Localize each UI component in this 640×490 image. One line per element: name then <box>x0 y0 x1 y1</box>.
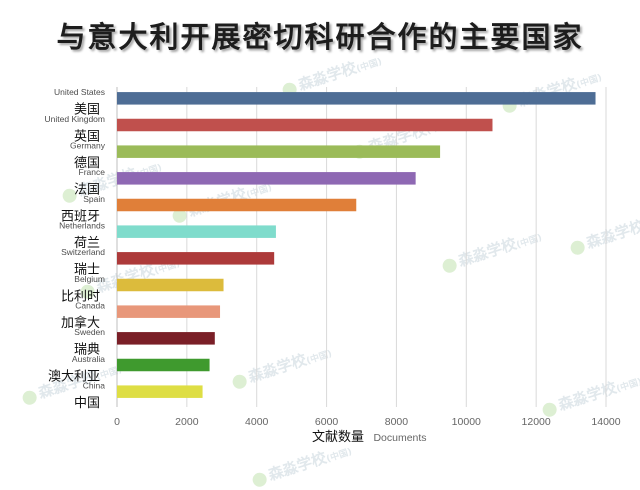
y-category-label: Germany <box>70 140 106 150</box>
y-category-label-cn: 瑞典 <box>74 343 100 358</box>
y-category-label-cn: 荷兰 <box>74 236 100 251</box>
x-tick-label: 10000 <box>452 416 481 428</box>
y-category-label-cn: 西班牙 <box>61 209 100 224</box>
y-category-label-cn: 瑞士 <box>74 263 100 278</box>
y-category-label: Belgium <box>74 274 105 284</box>
bar <box>117 145 441 158</box>
bar <box>117 118 493 132</box>
x-tick-label: 4000 <box>245 416 269 428</box>
y-category-label-cn: 德国 <box>74 156 100 171</box>
y-category-label: France <box>79 167 106 177</box>
x-tick-label: 8000 <box>385 416 409 428</box>
y-category-label: Canada <box>75 300 105 310</box>
y-category-label-cn: 英国 <box>74 129 100 144</box>
x-axis-title-cn: 文献数量 <box>312 430 364 445</box>
y-category-label-cn: 比利时 <box>61 289 100 304</box>
x-tick-label: 12000 <box>522 416 551 428</box>
bar <box>117 172 416 185</box>
bar <box>117 252 275 265</box>
bar <box>117 92 596 105</box>
bar <box>117 278 224 292</box>
y-category-label-cn: 美国 <box>74 103 100 118</box>
bar <box>117 385 203 398</box>
bar <box>117 332 215 345</box>
y-category-label: China <box>83 380 105 390</box>
x-tick-label: 14000 <box>591 416 620 428</box>
x-tick-label: 0 <box>114 416 120 428</box>
y-category-label: United Kingdom <box>45 114 105 124</box>
y-category-label: Sweden <box>74 327 105 337</box>
x-axis-title: Documents <box>373 432 426 444</box>
y-category-label: United States <box>54 87 105 97</box>
y-category-label-cn: 澳大利亚 <box>48 368 100 384</box>
x-tick-label: 2000 <box>175 416 199 428</box>
x-tick-label: 6000 <box>315 416 339 428</box>
y-category-label: Switzerland <box>61 247 105 257</box>
slide: 与意大利开展密切科研合作的主要国家 森淼学校(中国) 森淼学校(中国) 森淼学校… <box>20 20 640 489</box>
y-category-label-cn: 中国 <box>74 396 100 411</box>
page-title: 与意大利开展密切科研合作的主要国家 <box>56 20 584 54</box>
y-category-label: Spain <box>83 194 105 204</box>
bar <box>117 358 210 372</box>
y-category-label-cn: 加拿大 <box>61 315 100 331</box>
bar <box>117 305 221 318</box>
y-category-label: Netherlands <box>59 220 105 230</box>
bar <box>117 198 357 212</box>
bar-chart: 0 2000 4000 6000 8000 10000 12000 14000 United S… <box>45 87 621 445</box>
y-category-label-cn: 法国 <box>74 183 100 198</box>
bar <box>117 225 276 238</box>
y-category-label: Australia <box>72 354 105 364</box>
